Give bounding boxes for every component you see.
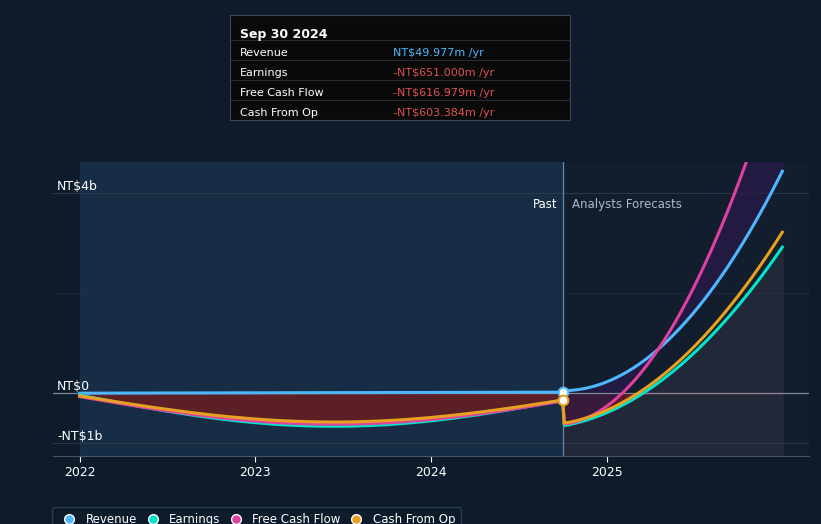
- Text: Cash From Op: Cash From Op: [241, 107, 318, 118]
- Text: Free Cash Flow: Free Cash Flow: [241, 88, 323, 97]
- Text: -NT$603.384m /yr: -NT$603.384m /yr: [393, 107, 494, 118]
- Text: NT$4b: NT$4b: [57, 180, 98, 192]
- Text: -NT$616.979m /yr: -NT$616.979m /yr: [393, 88, 495, 97]
- Bar: [80, 162, 562, 456]
- Text: Analysts Forecasts: Analysts Forecasts: [571, 198, 681, 211]
- Text: NT$49.977m /yr: NT$49.977m /yr: [393, 48, 484, 58]
- Text: -NT$651.000m /yr: -NT$651.000m /yr: [393, 68, 494, 78]
- Legend: Revenue, Earnings, Free Cash Flow, Cash From Op: Revenue, Earnings, Free Cash Flow, Cash …: [52, 507, 461, 524]
- Bar: [562, 162, 818, 456]
- Text: Sep 30 2024: Sep 30 2024: [241, 28, 328, 40]
- Text: Earnings: Earnings: [241, 68, 289, 78]
- Text: -NT$1b: -NT$1b: [57, 430, 103, 443]
- Text: NT$0: NT$0: [57, 380, 90, 393]
- Text: Revenue: Revenue: [241, 48, 289, 58]
- Text: Past: Past: [533, 198, 557, 211]
